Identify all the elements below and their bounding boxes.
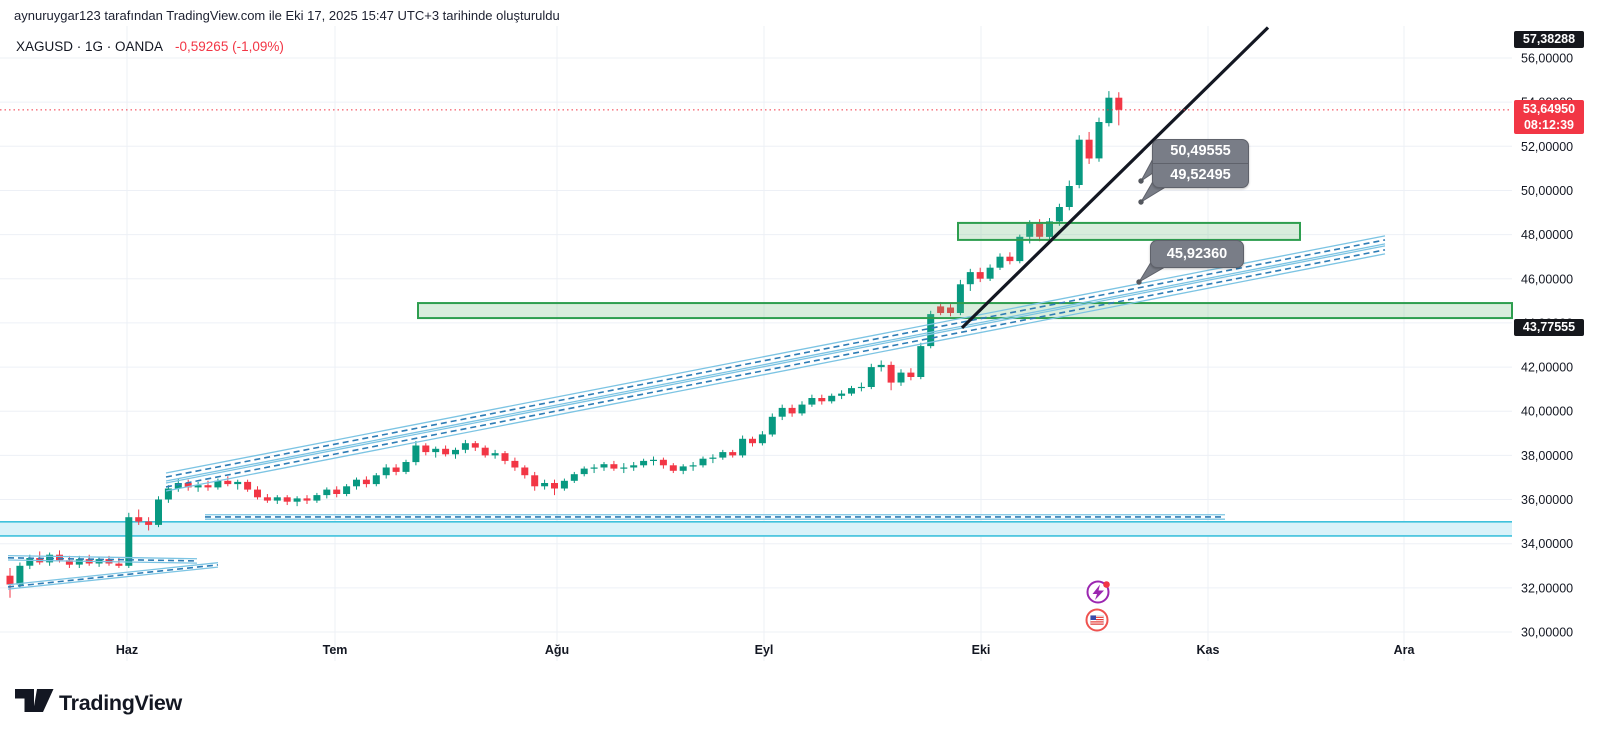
price-change: -0,59265 (-1,09%): [175, 39, 284, 54]
price-label-trendline-low: 43,77555: [1514, 319, 1584, 336]
time-axis-label: Eki: [972, 643, 991, 657]
price-axis-label: 36,00000: [1521, 493, 1573, 507]
price-axis-label: 32,00000: [1521, 581, 1573, 595]
tradingview-logo-mark: [15, 689, 34, 712]
price-axis-label: 38,00000: [1521, 449, 1573, 463]
tradingview-logo-mark: [33, 689, 54, 712]
resistance-zone-48[interactable]: [957, 221, 1301, 241]
price-axis-label: 30,00000: [1521, 626, 1573, 640]
lightning-bolt-glyph: [1092, 584, 1104, 600]
price-axis-label: 42,00000: [1521, 361, 1573, 375]
bar-countdown: 08:12:39: [1523, 118, 1575, 132]
price-label-trendline-high: 57,38288: [1514, 31, 1584, 48]
pennant-pattern[interactable]: [7, 554, 219, 590]
attribution-text: aynuruygar123 tarafından TradingView.com…: [14, 8, 560, 23]
time-axis-label: Ağu: [545, 643, 569, 657]
price-axis-label: 48,00000: [1521, 228, 1573, 242]
price-callout[interactable]: 45,92360: [1150, 240, 1244, 268]
notification-dot: [1103, 581, 1110, 588]
time-axis-label: Haz: [116, 643, 138, 657]
last-price-label: 53,64950 08:12:39: [1514, 100, 1584, 134]
time-axis-label: Ara: [1394, 643, 1416, 657]
trendline-black[interactable]: [960, 26, 1270, 330]
time-axis-label: Tem: [323, 643, 348, 657]
symbol-legend[interactable]: XAGUSD · 1G · OANDA -0,59265 (-1,09%): [16, 39, 284, 54]
us-flag-canton: [1090, 615, 1096, 620]
price-axis-label: 56,00000: [1521, 52, 1573, 66]
price-axis-label: 40,00000: [1521, 405, 1573, 419]
grid: [0, 26, 1512, 661]
symbol-title[interactable]: XAGUSD · 1G · OANDA: [16, 39, 164, 54]
tradingview-logo[interactable]: TradingView: [15, 689, 183, 715]
price-callout[interactable]: 50,49555: [1153, 140, 1248, 164]
price-callout[interactable]: 49,52495: [1170, 167, 1231, 183]
price-axis-label: 52,00000: [1521, 140, 1573, 154]
ascending-channel[interactable]: [165, 235, 1386, 492]
price-axis-label: 50,00000: [1521, 184, 1573, 198]
last-price-value: 53,64950: [1522, 102, 1576, 116]
resistance-zone-44_5[interactable]: [417, 302, 1513, 320]
price-axis-label: 46,00000: [1521, 272, 1573, 286]
callout-anchor-dot: [1136, 279, 1142, 285]
time-axis-label: Eyl: [755, 643, 774, 657]
support-band[interactable]: [0, 521, 1512, 537]
us-flag-event-icon[interactable]: [1085, 608, 1109, 632]
price-axis[interactable]: 56,0000054,0000052,0000050,0000048,00000…: [1521, 52, 1573, 640]
tradingview-logo-text: TradingView: [59, 691, 183, 715]
time-axis-label: Kas: [1197, 643, 1220, 657]
price-axis-label: 34,00000: [1521, 537, 1573, 551]
callout-anchor-dot: [1138, 178, 1144, 184]
lightning-event-icon[interactable]: [1086, 580, 1110, 604]
dashed-support-line[interactable]: [205, 514, 1225, 520]
callout-anchor-dot: [1138, 199, 1144, 205]
price-callout-group[interactable]: 50,49555 49,52495: [1152, 139, 1249, 188]
time-axis[interactable]: Haz Tem Ağu Eyl Eki Kas Ara: [116, 643, 1416, 657]
